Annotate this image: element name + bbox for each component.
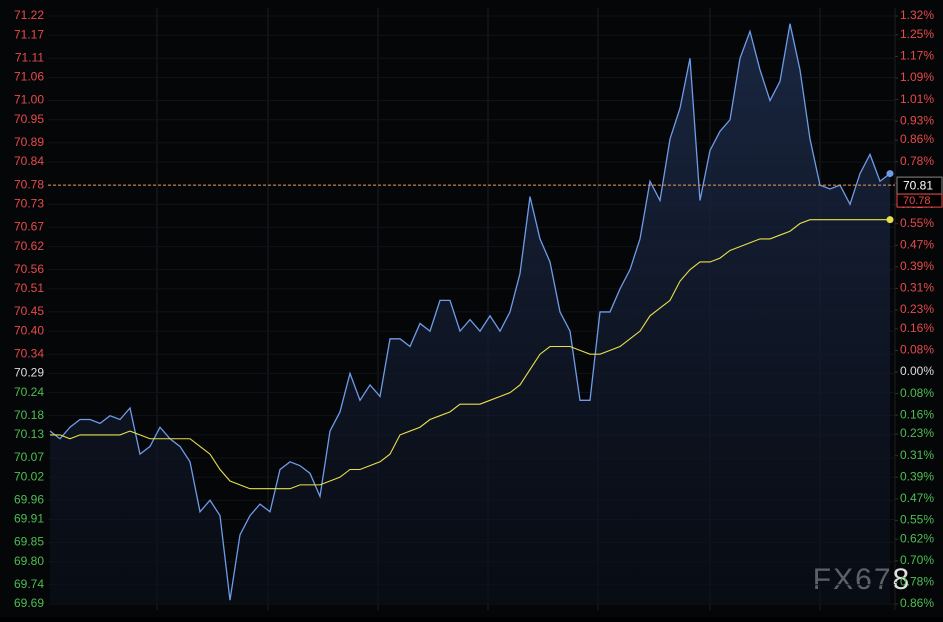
y2-tick-label: 0.39%: [900, 259, 934, 273]
y2-tick-label: 0.47%: [900, 491, 934, 505]
reference-price-box: [896, 193, 943, 208]
y-tick-label: 71.11: [15, 50, 44, 64]
y2-tick-label: 0.70%: [900, 553, 934, 567]
y2-tick-label: 1.17%: [900, 49, 934, 63]
y-tick-label: 69.80: [14, 554, 44, 568]
price-area: [50, 23, 890, 604]
y2-tick-label: 0.23%: [900, 302, 934, 316]
y2-tick-label: 0.00%: [900, 364, 934, 378]
y-tick-label: 70.62: [14, 239, 44, 253]
y-tick-label: 70.34: [14, 346, 44, 360]
y-tick-label: 70.89: [14, 135, 44, 149]
y2-tick-label: 0.16%: [900, 321, 934, 335]
y-tick-label: 70.18: [14, 408, 44, 422]
y2-tick-label: 0.78%: [900, 154, 934, 168]
y-tick-label: 70.40: [14, 323, 44, 337]
y2-tick-label: 0.31%: [900, 448, 934, 462]
y-tick-label: 71.22: [14, 8, 44, 22]
y-tick-label: 71.17: [14, 27, 44, 41]
y-tick-label: 69.85: [14, 535, 44, 549]
y-tick-label: 69.91: [14, 512, 44, 526]
y2-tick-label: 0.78%: [900, 575, 934, 589]
y2-tick-label: 0.31%: [900, 281, 934, 295]
y-tick-label: 70.45: [14, 304, 44, 318]
y-tick-label: 70.84: [14, 154, 44, 168]
y2-tick-label: 0.08%: [900, 386, 934, 400]
price-dot: [886, 170, 894, 178]
y-tick-label: 69.96: [14, 492, 44, 506]
y-tick-label: 70.56: [14, 262, 44, 276]
y-tick-label: 70.78: [14, 177, 44, 191]
y2-tick-label: 0.86%: [900, 596, 934, 610]
y-tick-label: 70.73: [14, 196, 44, 210]
y-tick-label: 69.69: [14, 596, 44, 610]
average-dot: [886, 216, 894, 224]
y2-tick-label: 0.55%: [900, 216, 934, 230]
y2-tick-label: 1.32%: [900, 8, 934, 22]
y-tick-label: 70.13: [14, 427, 44, 441]
y2-tick-label: 0.39%: [900, 469, 934, 483]
y2-tick-label: 0.62%: [900, 531, 934, 545]
y-tick-label: 70.51: [14, 281, 44, 295]
y2-tick-label: 1.01%: [900, 92, 934, 106]
reference-price-label: 70.78: [903, 195, 931, 207]
price-line: [49, 23, 891, 601]
y2-tick-label: 0.16%: [900, 407, 934, 421]
y-tick-label: 71.00: [14, 93, 44, 107]
y-tick-label: 71.06: [14, 70, 44, 84]
y2-tick-label: 1.25%: [900, 27, 934, 41]
y-tick-label: 70.95: [14, 112, 44, 126]
y2-tick-label: 0.93%: [900, 113, 934, 127]
y-tick-label: 70.24: [14, 385, 44, 399]
y2-tick-label: 0.55%: [900, 513, 934, 527]
y2-tick-label: 0.23%: [900, 426, 934, 440]
y2-tick-label: 0.86%: [900, 132, 934, 146]
y-tick-label: 70.07: [14, 450, 44, 464]
y2-tick-label: 0.47%: [900, 237, 934, 251]
current-price-label: 70.81: [903, 178, 933, 192]
y-tick-label: 70.29: [14, 366, 44, 380]
y-tick-label: 69.74: [14, 577, 44, 591]
y-tick-label: 70.02: [14, 469, 44, 483]
y2-tick-label: 0.08%: [900, 343, 934, 357]
y-tick-label: 70.67: [14, 220, 44, 234]
average-line: [50, 219, 890, 490]
y2-tick-label: 1.09%: [900, 70, 934, 84]
